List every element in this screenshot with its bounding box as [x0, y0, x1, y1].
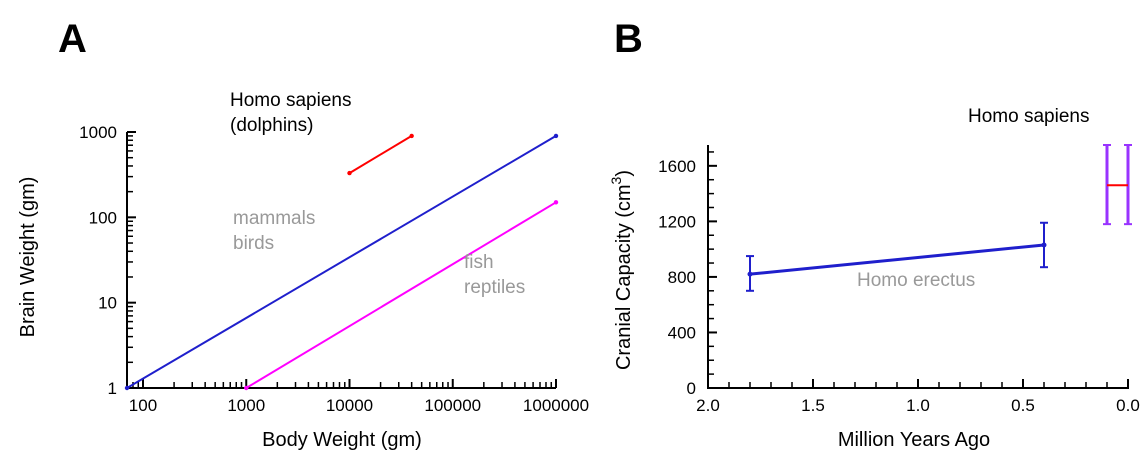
panel-a-series-point — [553, 200, 559, 205]
panel-b-y-axis-label-close: ) — [613, 170, 635, 177]
panel-b-y-tick-label: 400 — [668, 323, 696, 342]
panel-a-series-point — [244, 385, 249, 391]
panel-a-series-point — [347, 170, 352, 176]
panel-b-y-axis-label-main: Cranial Capacity (cm — [613, 184, 635, 370]
panel-a-y-tick-label: 1 — [108, 379, 117, 398]
panel-a-x-tick-label: 100 — [129, 396, 157, 415]
panel-b-y-tick-label: 0 — [687, 379, 696, 398]
panel-b-series-point — [1041, 242, 1047, 248]
panel-a-series-line — [245, 201, 557, 389]
panel-b-y-tick-label: 1200 — [658, 212, 696, 231]
panel-b-y-axis-label-superscript: 3 — [608, 176, 624, 184]
panel-a-y-tick-label: 100 — [89, 208, 117, 227]
panel-b-x-tick-label: 1.5 — [801, 396, 825, 415]
panel-a-x-tick-label: 100000 — [424, 396, 481, 415]
panel-a-series-point — [409, 133, 414, 139]
panel-a-annotation-text: (dolphins) — [230, 115, 313, 136]
panel-b-series-point — [747, 271, 753, 277]
panel-a-y-tick-label: 10 — [98, 294, 117, 313]
panel-a-letter: A — [58, 17, 87, 61]
panel-a-x-tick-label: 1000 — [227, 396, 265, 415]
panel-a-y-tick-label: 1000 — [79, 123, 117, 142]
panel-a-annotation-text: mammals — [233, 208, 315, 229]
panel-b-x-axis-label: Million Years Ago — [838, 429, 990, 451]
panel-a-x-axis-label: Body Weight (gm) — [262, 429, 422, 451]
panel-b-x-tick-label: 1.0 — [906, 396, 930, 415]
panel-b-annotation-text: Homo sapiens — [968, 106, 1089, 127]
panel-a-series-line — [348, 135, 413, 174]
panel-b-x-tick-label: 0.5 — [1011, 396, 1035, 415]
panel-b-annotation-text: Homo erectus — [857, 270, 975, 291]
panel-b-plot: 0 400 800 1200 1600 2.0 1.5 1.0 0.5 0.0 — [658, 144, 1140, 415]
panel-a-annotation-text: Homo sapiens — [230, 90, 351, 111]
panel-a-series-line — [126, 135, 557, 389]
panel-a-x-tick-label: 10000 — [326, 396, 373, 415]
panel-a-y-axis-label: Brain Weight (gm) — [17, 177, 39, 338]
panel-a-annotation-text: birds — [233, 233, 274, 254]
panel-a-annotation-text: reptiles — [464, 277, 525, 298]
panel-a-x-tick-label: 1000000 — [523, 396, 589, 415]
panel-a-series-point — [124, 385, 130, 391]
panel-b-x-tick-label: 2.0 — [696, 396, 720, 415]
panel-b-letter: B — [614, 17, 643, 61]
panel-a-annotation-text: fish — [464, 252, 494, 273]
panel-b-y-tick-label: 1600 — [658, 157, 696, 176]
panel-b-y-axis-label: Cranial Capacity (cm3) — [608, 170, 635, 370]
panel-b-x-tick-label: 0.0 — [1116, 396, 1140, 415]
panel-a-plot: 100 1000 10000 100000 1000000 1 10 100 1000 — [79, 123, 589, 415]
panel-a-series-point — [553, 133, 559, 139]
panel-b-y-tick-label: 800 — [668, 268, 696, 287]
panel-b-series-line — [749, 243, 1045, 276]
